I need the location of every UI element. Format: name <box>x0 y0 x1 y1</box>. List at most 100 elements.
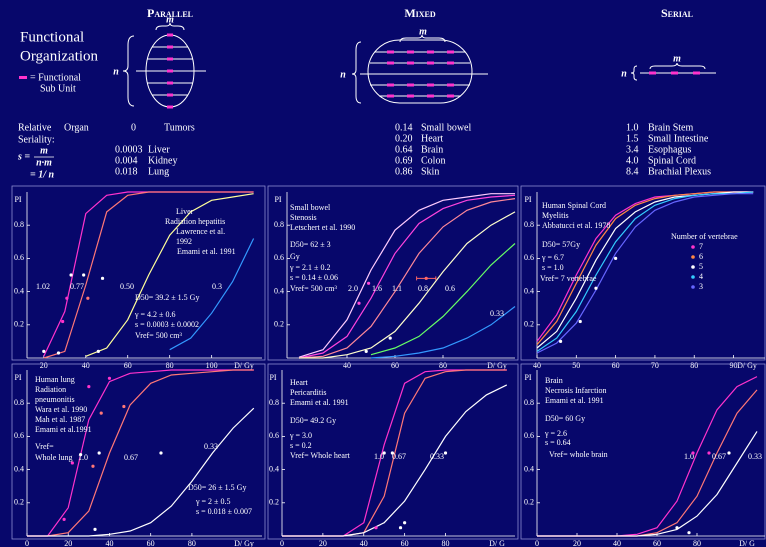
x-tick-label: 100 <box>206 361 218 370</box>
organ-name: Lung <box>148 166 169 177</box>
annotation: Small bowel <box>290 203 331 212</box>
y-tick-label: 0.4 <box>524 464 534 473</box>
seriality-value: 0.64 <box>395 144 413 155</box>
x-axis-label: D/ Gy <box>234 361 254 370</box>
organ-name: Small bowel <box>421 122 471 133</box>
y-tick-label: 0.8 <box>269 398 279 407</box>
y-axis-label: PI <box>14 195 21 204</box>
annotation: Radiation <box>35 385 66 394</box>
seriality-value: 1.5 <box>626 133 639 144</box>
data-point <box>57 351 60 354</box>
diagram-n: n <box>340 69 346 80</box>
legend-swatch <box>691 265 695 269</box>
x-tick-label: 60 <box>391 361 399 370</box>
data-point <box>98 451 101 454</box>
diagram-n: n <box>621 68 627 79</box>
curve-label: 2.0 <box>348 284 358 293</box>
annotation: Emami et al. 1991 <box>290 398 349 407</box>
annotation: s = 1.0 <box>542 263 564 272</box>
annotation: Vref= 500 cm³ <box>290 284 337 293</box>
annotation: s = 0.0003 ± 0.0002 <box>135 320 199 329</box>
annotation: Myelitis <box>542 211 569 220</box>
data-point <box>675 526 678 529</box>
data-point <box>579 320 582 323</box>
x-tick-label: 50 <box>572 361 580 370</box>
seriality-value: 8.4 <box>626 166 639 177</box>
legend-entry: 5 <box>699 262 703 271</box>
y-tick-label: 0.8 <box>274 220 284 229</box>
curve-label: 1.1 <box>392 284 402 293</box>
diagram-title: Mixed <box>404 6 436 20</box>
data-point <box>425 277 428 280</box>
annotation: Vref= 7 vertebrae <box>540 274 597 283</box>
x-tick-label: 40 <box>343 361 351 370</box>
annotation: Vref= Whole heart <box>290 451 351 460</box>
data-point <box>86 297 89 300</box>
annotation: Emami et al.1991 <box>35 425 92 434</box>
curve-label: 0.33 <box>748 452 762 461</box>
curve-label: 0.33 <box>204 442 218 451</box>
annotation: γ = 2.6 <box>544 429 567 438</box>
curve-label: 0.67 <box>712 452 726 461</box>
annotation: D50= 49.2 Gy <box>290 416 336 425</box>
y-axis-label: PI <box>274 195 281 204</box>
x-tick-label: 80 <box>439 361 447 370</box>
x-tick-label: 80 <box>166 361 174 370</box>
x-tick-label: 80 <box>693 539 701 547</box>
seriality-value: 1.0 <box>626 122 639 133</box>
data-point <box>97 350 100 353</box>
curve-label: 1.6 <box>372 284 382 293</box>
organ-name: Esophagus <box>648 144 691 155</box>
y-tick-label: 0.6 <box>14 253 24 262</box>
label: Relative <box>18 122 52 133</box>
diagram-title: Serial <box>661 6 693 20</box>
x-tick-label: 0 <box>535 539 539 547</box>
x-tick-label: 60 <box>147 539 155 547</box>
x-tick-label: 20 <box>319 539 327 547</box>
x-tick-label: 40 <box>82 361 90 370</box>
annotation: Letschert et al. 1990 <box>290 223 355 232</box>
y-tick-label: 0.4 <box>14 464 24 473</box>
x-tick-label: 20 <box>64 539 72 547</box>
x-axis-label: D/ Gy <box>487 361 507 370</box>
data-point <box>403 521 406 524</box>
annotation: D50= 62 ± 3 <box>290 240 331 249</box>
curve-label: 0.8 <box>418 284 428 293</box>
curve-label: 0.3 <box>212 282 222 291</box>
annotation: Radiation hepatitis <box>165 217 225 226</box>
annotation: γ = 3.0 <box>289 431 312 440</box>
x-tick-label: 80 <box>442 539 450 547</box>
annotation: Gy <box>290 252 300 261</box>
data-point <box>61 320 64 323</box>
annotation: D50= 57Gy <box>542 240 580 249</box>
data-point <box>707 451 710 454</box>
data-point <box>691 451 694 454</box>
formula: = 1/ n <box>30 169 54 180</box>
y-tick-label: 0.2 <box>524 320 534 329</box>
data-point <box>63 518 66 521</box>
annotation: D50= 39.2 ± 1.5 Gy <box>135 293 199 302</box>
organ-name: Colon <box>421 155 445 166</box>
annotation: Pericarditis <box>290 388 326 397</box>
heading: Organization <box>20 48 99 64</box>
y-tick-label: 0.4 <box>524 286 534 295</box>
data-point <box>383 451 386 454</box>
legend-swatch <box>691 285 695 289</box>
x-axis-label: D/ G <box>489 539 505 547</box>
y-tick-label: 0.6 <box>269 431 279 440</box>
y-tick-label: 0.6 <box>274 253 284 262</box>
annotation: γ = 6.7 <box>541 253 564 262</box>
diagram-m: m <box>673 53 681 64</box>
annotation: pneumonitis <box>35 395 75 404</box>
annotation: γ = 2 ± 0.5 <box>195 497 230 506</box>
legend-entry: 6 <box>699 252 703 261</box>
y-tick-label: 0.2 <box>524 498 534 507</box>
x-tick-label: 60 <box>124 361 132 370</box>
data-point <box>389 336 392 339</box>
data-point <box>87 385 90 388</box>
x-tick-label: 40 <box>613 539 621 547</box>
legend-entry: 4 <box>699 272 703 281</box>
x-tick-label: 60 <box>612 361 620 370</box>
y-tick-label: 0.4 <box>14 286 24 295</box>
x-tick-label: 80 <box>188 539 196 547</box>
